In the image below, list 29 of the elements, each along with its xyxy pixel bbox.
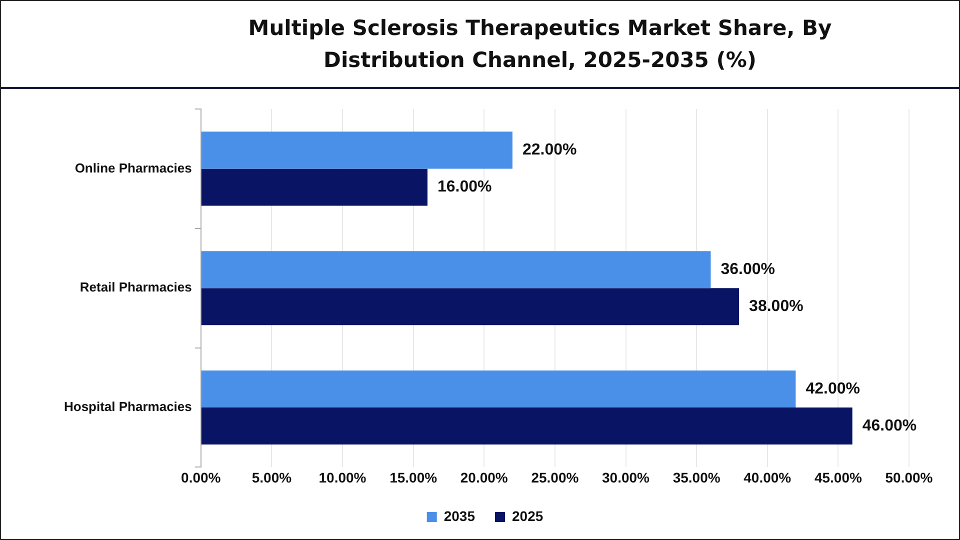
bar	[201, 370, 796, 408]
bar	[201, 168, 428, 206]
data-label: 42.00%	[806, 380, 860, 398]
bar	[201, 288, 740, 326]
chart-title: Multiple Sclerosis Therapeutics Market Share, By Distribution Channel, 2025-2035 (%)	[247, 15, 833, 74]
x-tick-label: 35.00%	[672, 469, 721, 486]
y-tick-label: Hospital Pharmacies	[64, 399, 192, 414]
bar	[201, 408, 852, 445]
x-tick-label: 40.00%	[744, 469, 792, 486]
bar	[201, 251, 711, 288]
y-tick-label: Online Pharmacies	[74, 160, 192, 176]
x-tick-label: 25.00%	[531, 469, 580, 486]
data-label: 38.00%	[749, 298, 804, 316]
x-tick-label: 20.00%	[460, 469, 508, 486]
data-label: 36.00%	[720, 261, 775, 278]
x-tick-label: 0.00%	[181, 469, 222, 486]
bar	[201, 132, 512, 169]
y-tick-label: Retail Pharmacies	[80, 280, 192, 295]
x-tick-label: 30.00%	[602, 469, 650, 486]
x-tick-label: 45.00%	[814, 469, 862, 486]
x-tick-label: 50.00%	[885, 469, 934, 486]
data-label: 16.00%	[437, 178, 492, 196]
x-tick-label: 5.00%	[252, 469, 292, 486]
x-tick-label: 15.00%	[390, 469, 438, 486]
legend-label: 2035	[444, 508, 476, 524]
x-tick-label: 10.00%	[318, 469, 367, 486]
legend-label: 2025	[512, 508, 544, 524]
data-label: 46.00%	[862, 417, 917, 434]
data-label: 22.00%	[522, 142, 577, 159]
